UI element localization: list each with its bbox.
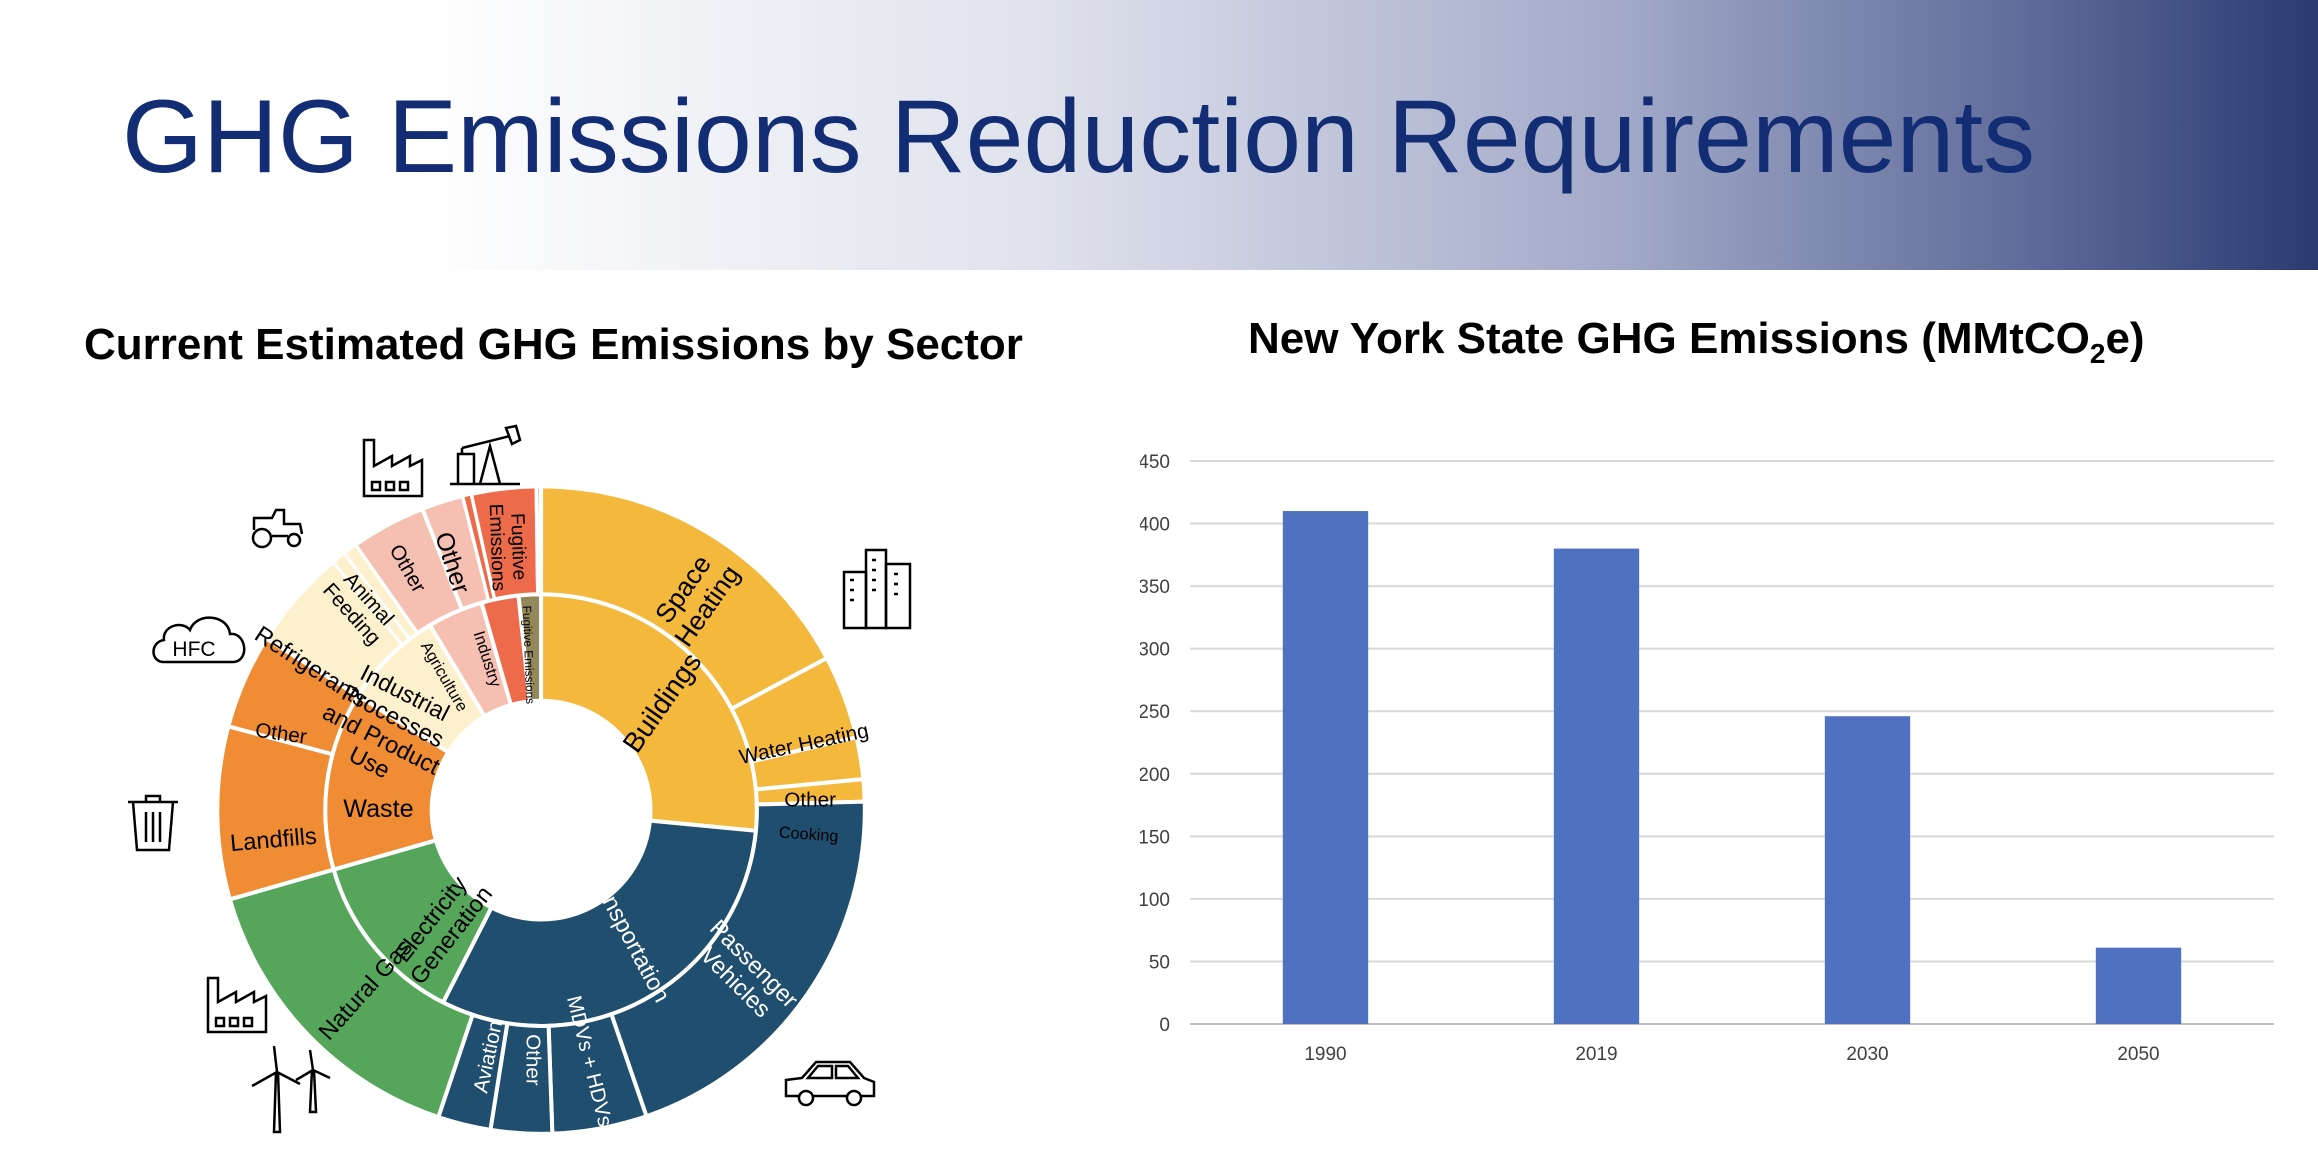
sunburst-outer-sliver [341, 542, 420, 641]
bar-x-tick-labels: 1990 2019 2030 2050 [1304, 1044, 2159, 1065]
bar-title-subscript: 2 [2089, 337, 2106, 369]
sunburst-outer-sliver [460, 492, 497, 603]
slide-title: GHG Emissions Reduction Requirements [122, 79, 2036, 195]
header-band [0, 0, 2318, 270]
sunburst-label-fugitive-inner: Fugitive Emissions [520, 605, 537, 704]
bar-y-tick-label: 150 [1140, 827, 1170, 848]
bar-2019 [1553, 548, 1640, 1024]
bar-series [1282, 511, 2182, 1024]
car-icon [784, 1060, 876, 1107]
sunburst-title: Current Estimated GHG Emissions by Secto… [84, 320, 1023, 369]
wind-turbine-icon [251, 1045, 331, 1134]
bar-y-tick-label: 350 [1140, 577, 1170, 598]
bar-chart-title: New York State GHG Emissions (MMtCO2e) [1248, 314, 2145, 370]
trash-can-icon [128, 794, 178, 852]
bar-y-tick-label: 450 [1140, 452, 1170, 473]
sunburst-outer-segment [215, 723, 337, 902]
bar-title-end: e) [2105, 314, 2145, 363]
sunburst-outer-segment [608, 799, 867, 1119]
tractor-icon [251, 508, 304, 549]
oil-pump-icon [450, 424, 522, 486]
bar-2030 [1824, 716, 1911, 1024]
sunburst-chart: BuildingsTransportationElectricityGenera… [128, 424, 912, 1136]
bar-x-tick-label: 2019 [1575, 1044, 1617, 1065]
sunburst-label-transportation-other: Other [522, 1034, 545, 1086]
sunburst-label-fugitive-outer-line: Emissions [485, 503, 509, 591]
sunburst-label-cooking: Cooking [778, 823, 839, 845]
bar-y-tick-label: 250 [1140, 702, 1170, 723]
bar-y-tick-label: 300 [1140, 640, 1170, 661]
bar-y-tick-labels: 0 50 100 150 200 250 300 350 400 450 [1140, 452, 1170, 1036]
factory-icon [362, 438, 424, 498]
bar-1990 [1282, 511, 1369, 1024]
sunburst-label-fugitive-outer: FugitiveEmissions [485, 503, 530, 592]
bar-y-tick-label: 400 [1140, 515, 1170, 536]
sunburst-label-buildings-other: Other [784, 789, 836, 812]
bar-gridlines [1190, 460, 2274, 1025]
bar-y-tick-label: 50 [1149, 952, 1170, 973]
cloud-icon: HFC [152, 616, 246, 664]
sunburst-outer-ring [215, 484, 867, 1136]
bar-x-tick-label: 2050 [2117, 1044, 2159, 1065]
bar-y-tick-label: 100 [1140, 890, 1170, 911]
bar-x-tick-label: 2030 [1846, 1044, 1888, 1065]
sunburst-label-waste: Waste [343, 795, 413, 823]
sunburst-label-industrial-processes: IndustrialProcessesand ProductUse [306, 653, 467, 804]
cloud-icon-label: HFC [172, 638, 215, 661]
bar-x-tick-label: 1990 [1304, 1044, 1346, 1065]
bar-title-main: New York State GHG Emissions (MMtCO [1248, 314, 2090, 363]
bar-chart: 0 50 100 150 200 250 300 350 400 450 1990 2019 2030… [1140, 452, 2274, 1065]
sunburst-outer-segment [534, 484, 544, 597]
bar-y-tick-label: 200 [1140, 765, 1170, 786]
bar-y-tick-label: 0 [1159, 1015, 1170, 1036]
buildings-icon [842, 548, 912, 630]
bar-2050 [2095, 947, 2182, 1024]
factory-icon [206, 976, 268, 1034]
sunburst-label-fugitive-outer-line: Fugitive [506, 513, 529, 581]
